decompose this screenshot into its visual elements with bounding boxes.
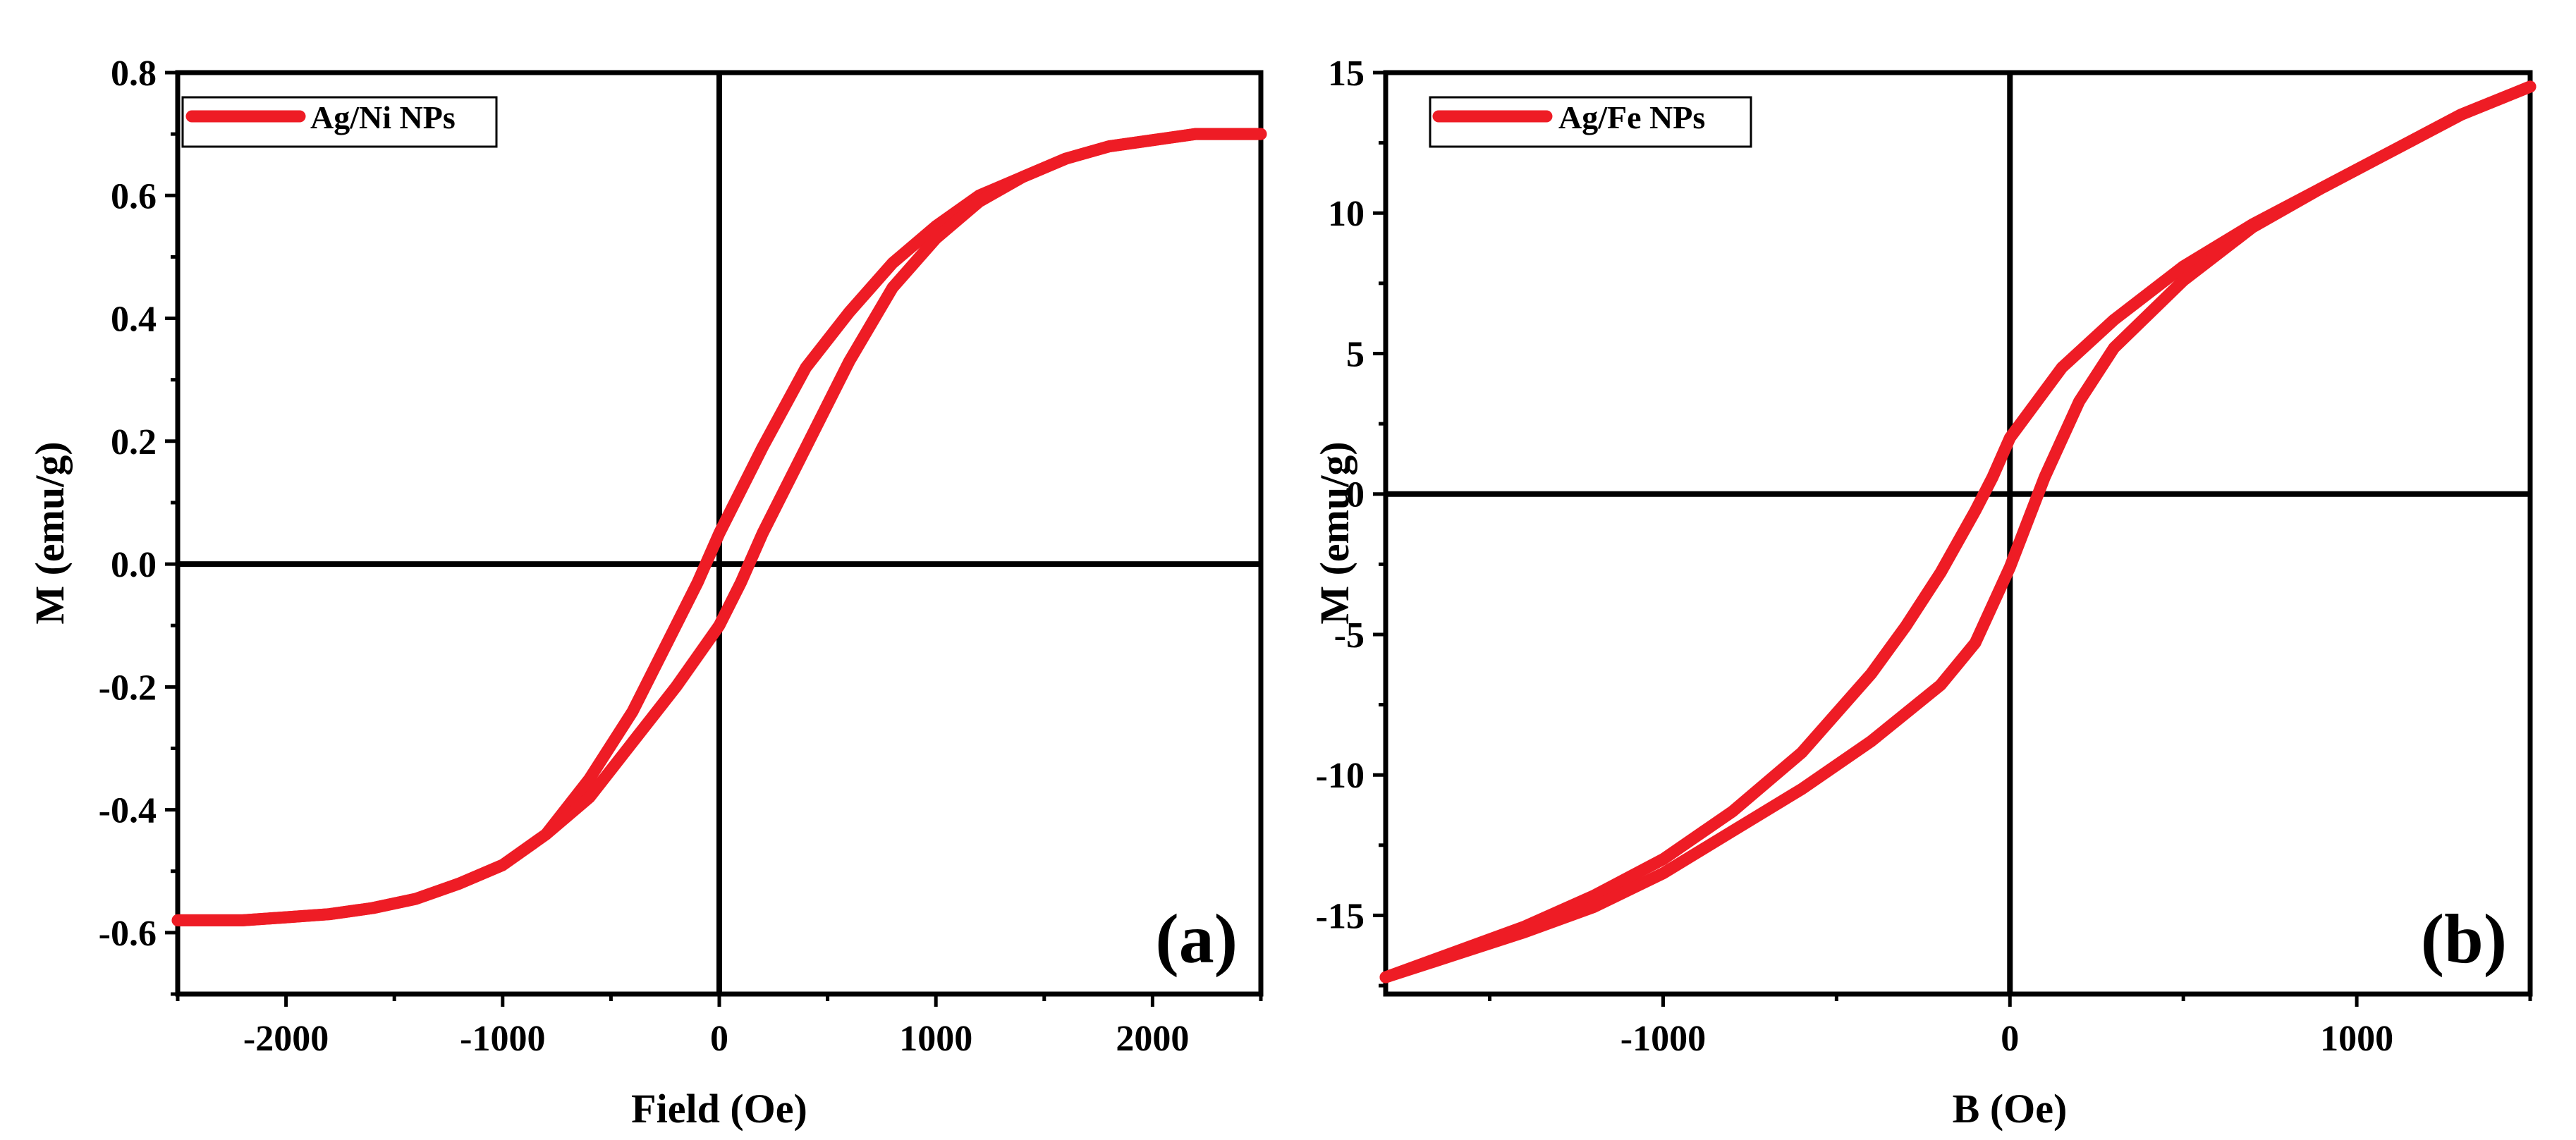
y-tick-label-b: 0 [1346,475,1365,515]
chart-panel-a: -2000 -1000 0 1000 2000 -0.6 -0.4 -0.2 0.0 0.2 0.4… [27,54,1267,1132]
y-tick-label-a: -0.2 [99,668,157,708]
y-tick-label-a: 0.8 [111,54,157,94]
panel-label-a: (a) [1155,900,1238,978]
legend-label-b: Ag/Fe NPs [1558,99,1705,135]
y-tick-label-a: 0.4 [111,300,157,340]
y-tick-label-b: 15 [1328,54,1365,94]
y-axis-title-b: M (emu/g) [1312,441,1357,624]
x-axis-title-a: Field (Oe) [631,1086,807,1132]
x-tick-label-b: 1000 [2320,1019,2393,1059]
y-tick-label-a: -0.4 [99,791,157,831]
y-tick-label-b: -15 [1316,896,1365,936]
series-line-a-ascending [171,128,1267,926]
x-tick-label-b: -1000 [1620,1019,1706,1059]
x-axis-title-b: B (Oe) [1953,1086,2068,1132]
y-tick-label-a: 0.6 [111,176,157,216]
panel-label-b: (b) [2421,900,2507,978]
y-tick-label-b: -10 [1316,756,1365,796]
plot-frame-b [1383,70,2533,997]
x-tick-label-a: -1000 [460,1019,545,1059]
axis-ticks-b: -1000 0 1000 -15 -10 -5 0 5 10 15 [1316,54,2532,1059]
x-tick-label-a: 0 [710,1019,728,1059]
legend-label-a: Ag/Ni NPs [310,99,456,135]
y-tick-label-a: -0.6 [99,914,157,954]
y-tick-label-b: -5 [1334,615,1365,656]
series-line-b-descending [1379,80,2537,983]
series-curves-a [171,128,1267,926]
y-tick-label-a: 0.0 [111,545,157,585]
y-tick-label-b: 10 [1328,194,1365,234]
x-tick-label-a: 2000 [1116,1019,1189,1059]
y-tick-label-b: 5 [1346,334,1365,374]
y-tick-label-a: 0.2 [111,422,157,462]
series-curves-b [1379,80,2537,983]
y-axis-title-a: M (emu/g) [27,441,73,624]
axis-ticks-a: -2000 -1000 0 1000 2000 -0.6 -0.4 -0.2 0.0 0.2 0.4… [99,54,1263,1059]
x-tick-label-a: 1000 [899,1019,972,1059]
chart-panel-b: -1000 0 1000 -15 -10 -5 0 5 10 15 Ag/Fe NPs (b) B… [1312,54,2537,1132]
series-line-b-ascending [1379,80,2537,983]
x-tick-label-b: 0 [2001,1019,2019,1059]
x-tick-label-a: -2000 [243,1019,329,1059]
